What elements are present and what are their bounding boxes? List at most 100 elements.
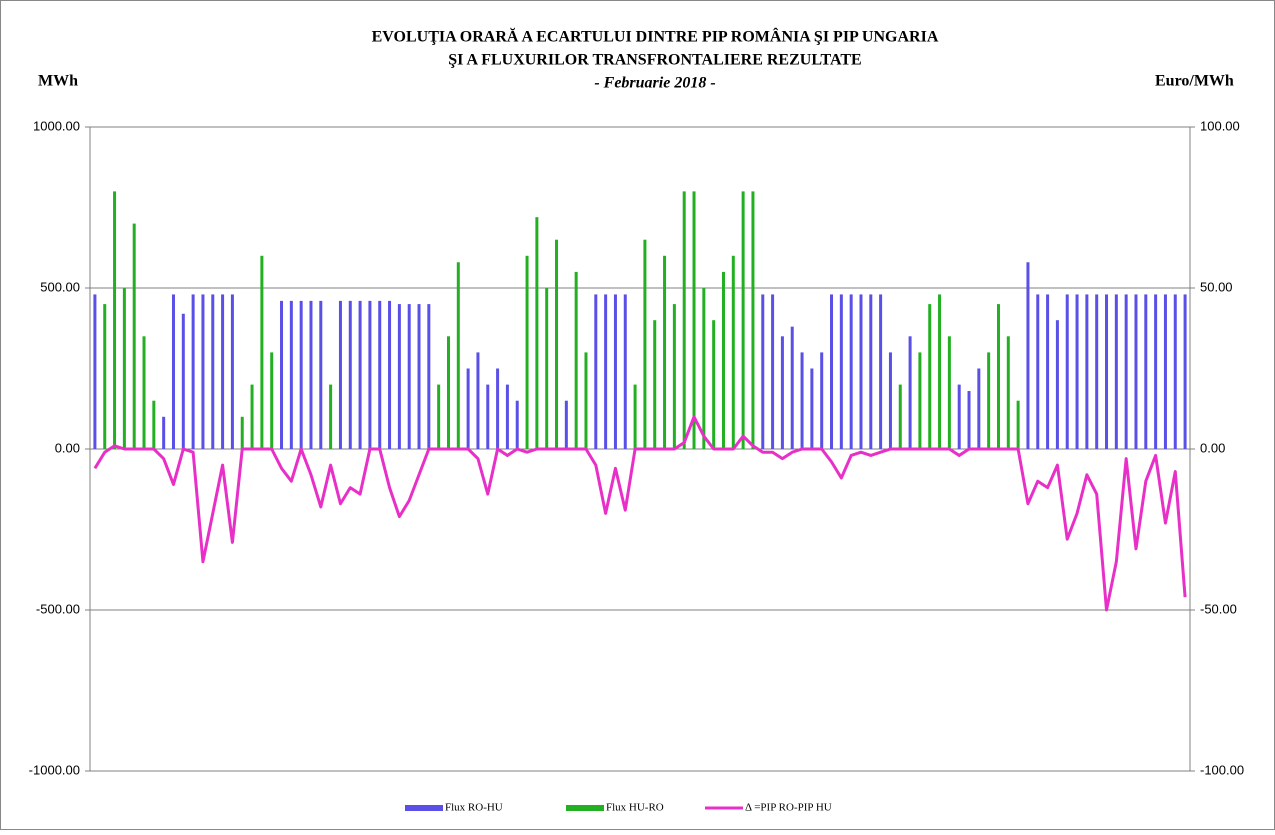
bar: [682, 191, 686, 449]
bar: [1065, 294, 1069, 449]
bar: [388, 300, 392, 449]
bar: [967, 391, 971, 449]
bar: [515, 400, 519, 449]
bar: [122, 288, 126, 449]
bar: [142, 336, 146, 449]
bar: [810, 368, 814, 449]
bar: [996, 304, 1000, 449]
bar: [446, 336, 450, 449]
bar: [250, 384, 254, 449]
bar: [496, 368, 500, 449]
bar: [574, 271, 578, 449]
y-tick-label: 1000.00: [33, 118, 80, 133]
bar: [1036, 294, 1040, 449]
bar: [898, 384, 902, 449]
y2-tick-label: 50.00: [1200, 279, 1233, 294]
bar: [721, 271, 725, 449]
bar: [309, 300, 313, 449]
bar: [594, 294, 598, 449]
bar: [830, 294, 834, 449]
bar: [397, 304, 401, 449]
y2-tick-label: 100.00: [1200, 118, 1240, 133]
bar: [1026, 262, 1030, 449]
bar: [1105, 294, 1109, 449]
bar: [525, 255, 529, 449]
bar: [329, 384, 333, 449]
bar: [987, 352, 991, 449]
bar: [928, 304, 932, 449]
bar: [1183, 294, 1187, 449]
legend-label: Flux HU-RO: [606, 802, 664, 814]
y2-tick-label: 0.00: [1200, 440, 1225, 455]
bar: [280, 300, 284, 449]
bar: [545, 288, 549, 449]
bar: [888, 352, 892, 449]
y-tick-label: -1000.00: [29, 762, 80, 777]
bar: [1055, 320, 1059, 449]
bar: [1114, 294, 1118, 449]
bar: [368, 300, 372, 449]
bar: [947, 336, 951, 449]
bar: [407, 304, 411, 449]
bar: [1163, 294, 1167, 449]
bar: [289, 300, 293, 449]
bar: [437, 384, 441, 449]
chart-period: - Februarie 2018 -: [594, 75, 715, 92]
legend-label: Flux RO-HU: [445, 802, 503, 814]
bar: [1016, 400, 1020, 449]
bar: [938, 294, 942, 449]
bar: [427, 304, 431, 449]
bar: [957, 384, 961, 449]
y2-axis-label: Euro/MWh: [1155, 73, 1234, 90]
bar: [751, 191, 755, 449]
bar: [741, 191, 745, 449]
bar: [348, 300, 352, 449]
bar: [780, 336, 784, 449]
bar: [702, 288, 706, 449]
bar: [181, 313, 185, 449]
bar: [191, 294, 195, 449]
bar: [584, 352, 588, 449]
bar: [1046, 294, 1050, 449]
bar: [201, 294, 205, 449]
bar: [849, 294, 853, 449]
bar: [270, 352, 274, 449]
bar: [790, 326, 794, 449]
bar: [1075, 294, 1079, 449]
bar: [869, 294, 873, 449]
bar: [338, 300, 342, 449]
legend-swatch: [405, 805, 443, 811]
bar: [623, 294, 627, 449]
bar: [839, 294, 843, 449]
bar: [152, 400, 156, 449]
bar: [564, 400, 568, 449]
chart-title: EVOLUŢIA ORARĂ A ECARTULUI DINTRE PIP RO…: [372, 27, 939, 46]
bar: [1154, 294, 1158, 449]
bar: [672, 304, 676, 449]
bar: [171, 294, 175, 449]
bar: [613, 294, 617, 449]
bar: [103, 304, 107, 449]
bar: [260, 255, 264, 449]
bar: [859, 294, 863, 449]
bar: [977, 368, 981, 449]
bar: [604, 294, 608, 449]
bar: [505, 384, 509, 449]
bar: [535, 217, 539, 449]
bar: [879, 294, 883, 449]
bar: [319, 300, 323, 449]
bar: [162, 416, 166, 449]
y-tick-label: 0.00: [55, 440, 80, 455]
bar: [1006, 336, 1010, 449]
bar: [712, 320, 716, 449]
bar: [113, 191, 117, 449]
line: [93, 415, 1187, 612]
y2-tick-label: -50.00: [1200, 601, 1237, 616]
bar: [230, 294, 234, 449]
chart-subtitle: ŞI A FLUXURILOR TRANSFRONTALIERE REZULTA…: [448, 52, 861, 69]
bar: [761, 294, 765, 449]
bar: [1173, 294, 1177, 449]
bar: [1124, 294, 1128, 449]
bar: [918, 352, 922, 449]
bar: [486, 384, 490, 449]
